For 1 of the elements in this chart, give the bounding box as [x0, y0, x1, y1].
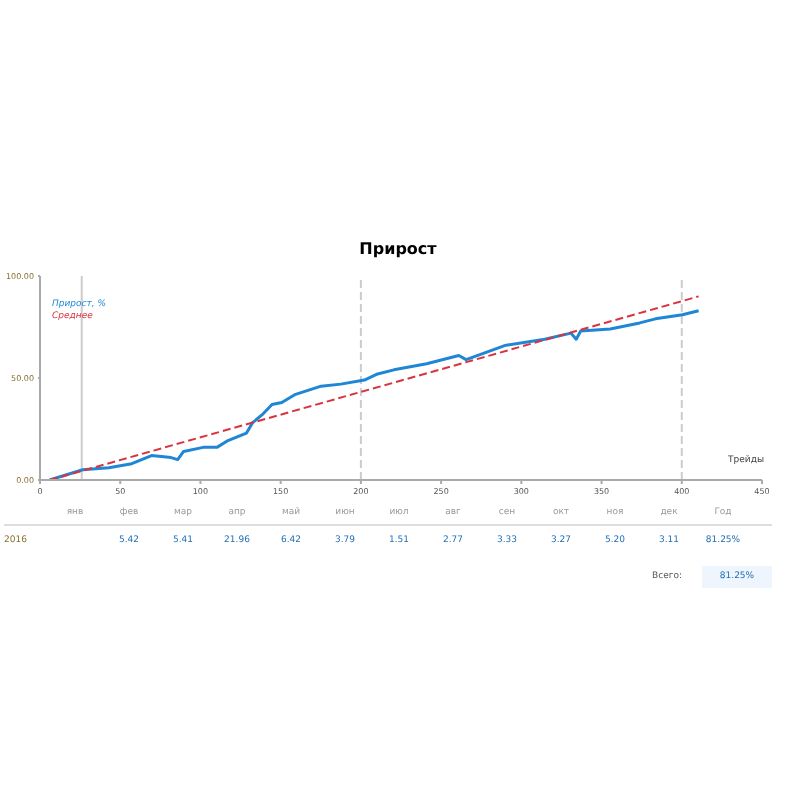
chart-title: Прирост — [357, 240, 439, 262]
